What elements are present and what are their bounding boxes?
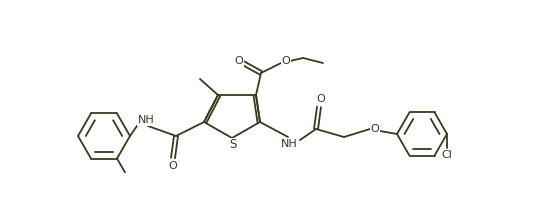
Text: O: O [281, 56, 290, 66]
Text: O: O [235, 56, 244, 66]
Text: S: S [229, 138, 237, 151]
Text: O: O [168, 161, 177, 171]
Text: NH: NH [138, 115, 155, 125]
Text: Cl: Cl [441, 150, 453, 160]
Text: O: O [370, 124, 379, 134]
Text: NH: NH [281, 139, 297, 149]
Text: O: O [317, 94, 325, 104]
